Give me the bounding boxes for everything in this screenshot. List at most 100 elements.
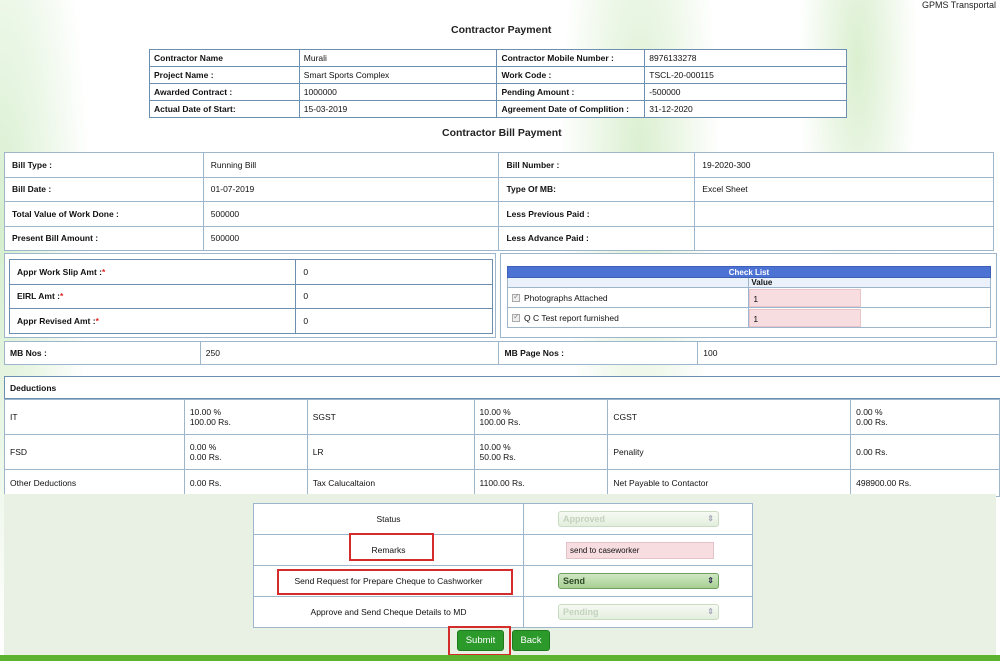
table-row: Bill Date : 01-07-2019 Type Of MB: Excel… <box>4 176 994 202</box>
bill-value <box>694 225 994 251</box>
submit-button[interactable]: Submit <box>457 630 504 651</box>
deduction-value: 10.00 % 50.00 Rs. <box>473 434 609 470</box>
info-label: Work Code : <box>496 66 646 84</box>
info-value: 8976133278 <box>644 49 847 67</box>
mb-table: MB Nos : 250 MB Page Nos : 100 <box>4 341 997 365</box>
amount-value: 0 <box>295 308 493 334</box>
table-row: Project Name : Smart Sports Complex Work… <box>149 66 847 84</box>
required-marker: * <box>95 315 99 326</box>
checkbox-photographs[interactable] <box>512 292 520 303</box>
deduction-value: 10.00 % 100.00 Rs. <box>473 399 609 435</box>
back-button[interactable]: Back <box>512 630 550 651</box>
deduction-value: 1100.00 Rs. <box>473 469 609 497</box>
remarks-highlight <box>349 533 434 561</box>
bill-value: Excel Sheet <box>694 176 994 202</box>
info-label: Contractor Mobile Number : <box>496 49 646 67</box>
deductions-table: IT 10.00 % 100.00 Rs. SGST 10.00 % 100.00 … <box>4 399 1000 497</box>
deduction-label: Other Deductions <box>4 469 185 497</box>
checklist-subheader-row: Value <box>506 277 991 288</box>
amounts-table: Appr Work Slip Amt :* 0 EIRL Amt :* 0 Ap… <box>8 259 493 334</box>
required-marker: * <box>59 291 64 302</box>
checklist-item-label: Q C Test report furnished <box>524 312 619 323</box>
info-label: Contractor Name <box>149 49 300 67</box>
bill-value: Running Bill <box>202 152 500 178</box>
checkbox-qc-test[interactable] <box>512 312 520 323</box>
send-request-highlight <box>277 569 513 595</box>
remarks-input[interactable]: send to caseworker <box>566 541 714 559</box>
table-row: Appr Work Slip Amt :* 0 <box>8 259 493 285</box>
bill-table: Bill Type : Running Bill Bill Number : 1… <box>4 152 994 251</box>
deduction-label: LR <box>306 434 475 470</box>
table-row: Status Approved <box>253 503 753 535</box>
contractor-info-table: Contractor Name Murali Contractor Mobile… <box>149 49 847 118</box>
bill-label: Type Of MB: <box>498 176 696 202</box>
bill-value <box>694 201 994 227</box>
deduction-label: Net Payable to Contactor <box>607 469 852 497</box>
mb-nos-label: MB Nos : <box>4 341 201 365</box>
checklist-table: Check List Value Photographs Attached 1 … <box>506 266 991 328</box>
table-row: EIRL Amt :* 0 <box>8 283 493 309</box>
info-value: 15-03-2019 <box>298 100 498 118</box>
send-request-select[interactable]: Send <box>558 573 719 589</box>
table-row: IT 10.00 % 100.00 Rs. SGST 10.00 % 100.00 … <box>4 399 1000 435</box>
checklist-value-header: Value <box>748 277 991 288</box>
info-value: Murali <box>298 49 498 67</box>
table-row: Send Request for Prepare Cheque to Cashw… <box>253 565 753 597</box>
page-title: Contractor Payment <box>451 24 552 36</box>
amount-label: Appr Revised Amt :* <box>8 308 297 334</box>
info-value: 31-12-2020 <box>644 100 847 118</box>
table-row: Present Bill Amount : 500000 Less Advanc… <box>4 225 994 251</box>
mb-page-value: 100 <box>697 341 997 365</box>
deduction-label: FSD <box>4 434 185 470</box>
required-marker: * <box>102 266 106 277</box>
checklist-header-row: Check List <box>507 266 991 278</box>
table-row: Bill Type : Running Bill Bill Number : 1… <box>4 152 994 178</box>
checklist-value-input[interactable]: 1 <box>749 288 862 307</box>
bill-label: Total Value of Work Done : <box>4 201 204 227</box>
deduction-value: 0.00 % 0.00 Rs. <box>850 399 1000 435</box>
bill-label: Less Advance Paid : <box>498 225 696 251</box>
info-value: Smart Sports Complex <box>298 66 498 84</box>
deduction-label: SGST <box>306 399 475 435</box>
info-label: Pending Amount : <box>496 83 646 101</box>
deduction-value: 0.00 Rs. <box>850 434 1000 470</box>
info-label: Agreement Date of Complition : <box>496 100 646 118</box>
mb-nos-value: 250 <box>199 341 500 365</box>
deduction-value: 0.00 Rs. <box>183 469 308 497</box>
table-row: Contractor Name Murali Contractor Mobile… <box>149 49 847 67</box>
bill-label: Bill Date : <box>4 176 204 202</box>
amount-label: Appr Work Slip Amt :* <box>8 259 297 285</box>
info-label: Awarded Contract : <box>149 83 300 101</box>
amount-value: 0 <box>295 259 493 285</box>
section-title-bill: Contractor Bill Payment <box>442 127 562 139</box>
bill-label: Present Bill Amount : <box>4 225 204 251</box>
table-row: Remarks send to caseworker <box>253 534 753 566</box>
info-label: Project Name : <box>149 66 300 84</box>
bill-label: Bill Number : <box>498 152 696 178</box>
deduction-value: 0.00 % 0.00 Rs. <box>183 434 308 470</box>
bill-value: 500000 <box>202 201 500 227</box>
approve-send-select[interactable]: Pending <box>558 604 719 620</box>
approve-send-label: Approve and Send Cheque Details to MD <box>253 596 524 628</box>
deduction-value: 498900.00 Rs. <box>850 469 1000 497</box>
status-table: Status Approved Remarks send to casework… <box>253 503 753 628</box>
amount-value: 0 <box>295 283 493 309</box>
remarks-label: Remarks <box>253 534 524 566</box>
status-label: Status <box>253 503 524 535</box>
checklist-value-input[interactable]: 1 <box>749 308 862 327</box>
amount-label: EIRL Amt :* <box>8 283 297 309</box>
table-row: MB Nos : 250 MB Page Nos : 100 <box>4 341 997 365</box>
info-label: Actual Date of Start: <box>149 100 300 118</box>
table-row: Actual Date of Start: 15-03-2019 Agreeme… <box>149 100 847 118</box>
amounts-panel: Appr Work Slip Amt :* 0 EIRL Amt :* 0 Ap… <box>4 253 496 338</box>
bill-value: 19-2020-300 <box>694 152 994 178</box>
checklist-item: Photographs Attached 1 <box>506 287 991 308</box>
bill-label: Bill Type : <box>4 152 204 178</box>
table-row: Other Deductions 0.00 Rs. Tax Calucaltai… <box>4 469 1000 497</box>
checklist-item: Q C Test report furnished 1 <box>506 307 991 328</box>
table-row: Total Value of Work Done : 500000 Less P… <box>4 201 994 227</box>
status-select[interactable]: Approved <box>558 511 719 527</box>
bill-value: 500000 <box>202 225 500 251</box>
bill-label: Less Previous Paid : <box>498 201 696 227</box>
deduction-label: Penality <box>607 434 852 470</box>
